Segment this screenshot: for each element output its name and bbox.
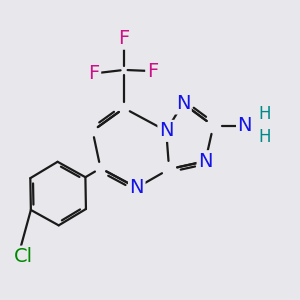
Text: F: F: [88, 64, 100, 83]
Text: Cl: Cl: [14, 247, 33, 266]
Text: N: N: [238, 116, 252, 135]
Text: N: N: [198, 152, 213, 171]
Text: H: H: [258, 105, 271, 123]
Text: F: F: [147, 61, 158, 81]
Text: F: F: [118, 29, 130, 48]
Text: N: N: [176, 94, 190, 113]
Text: N: N: [130, 178, 144, 197]
Text: N: N: [159, 122, 173, 140]
Text: H: H: [258, 128, 271, 146]
